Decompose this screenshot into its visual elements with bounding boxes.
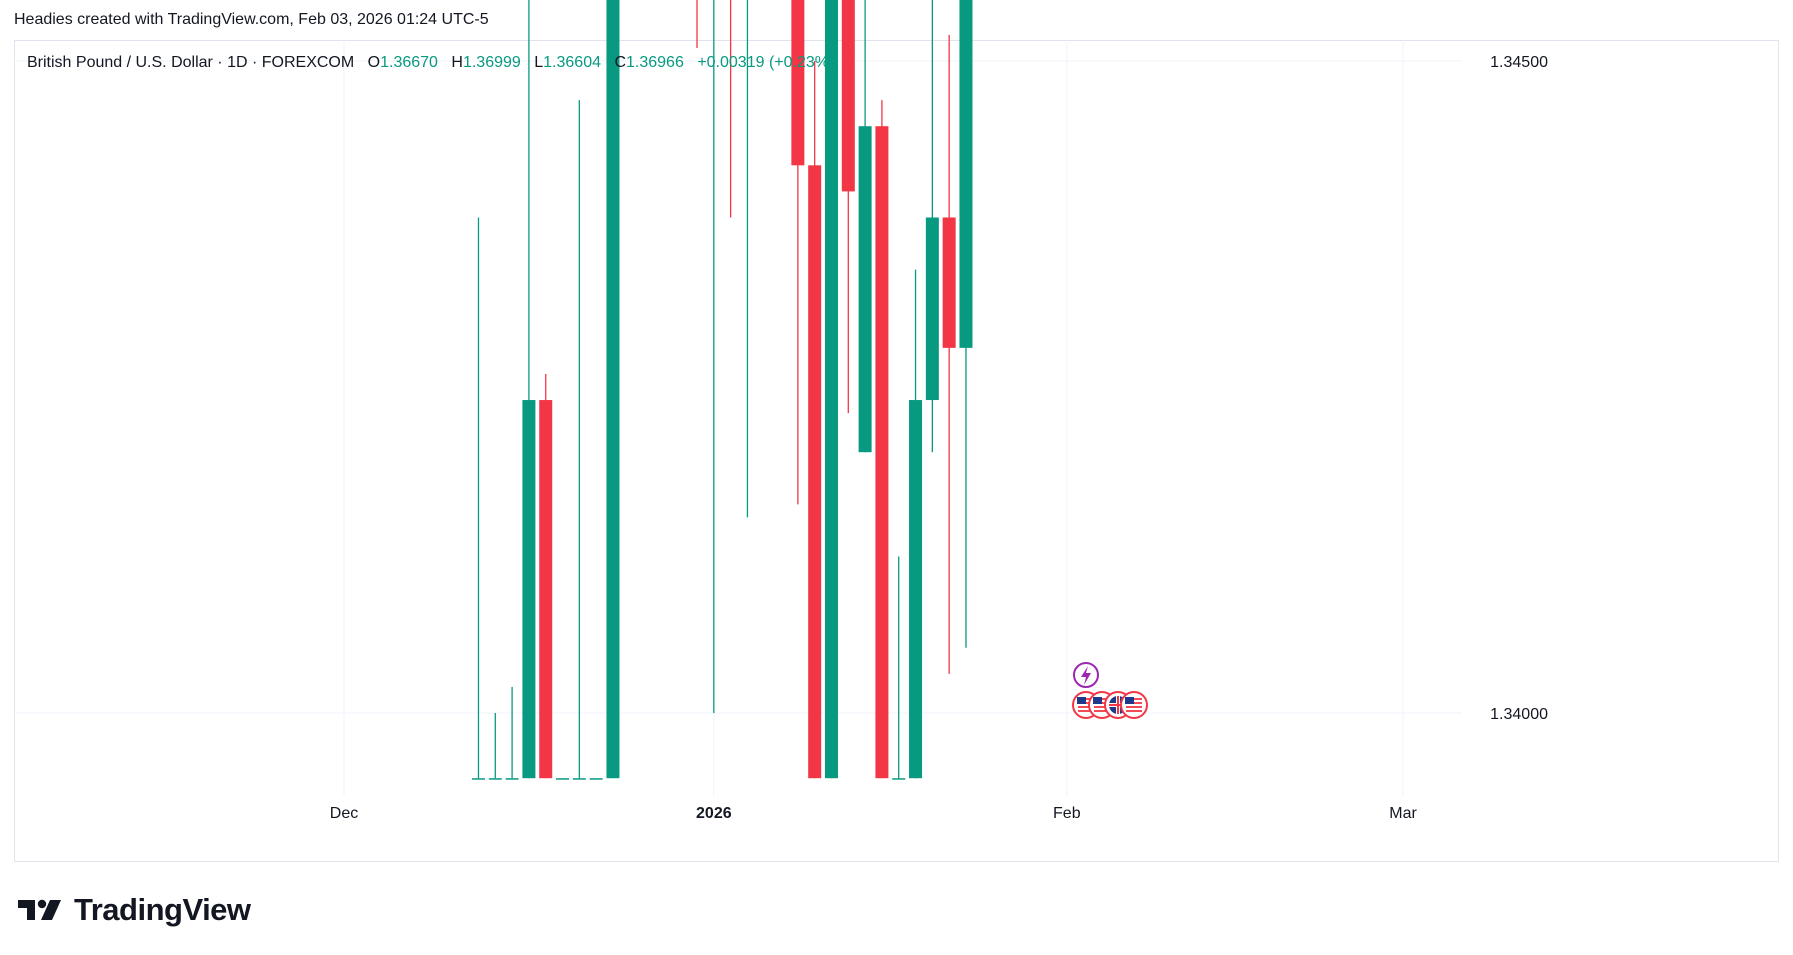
lightning-icon — [1073, 662, 1099, 688]
candle — [875, 100, 889, 779]
candle-body — [589, 778, 603, 780]
candle-body — [942, 217, 956, 348]
high-value: 1.36999 — [462, 54, 521, 71]
candle — [909, 269, 923, 779]
candle-body — [791, 0, 805, 166]
candle-body — [892, 778, 906, 780]
y-tick-label: 1.34000 — [1490, 706, 1548, 723]
flag-canton — [1093, 697, 1102, 704]
candle — [791, 0, 805, 505]
open-key: O — [367, 54, 381, 71]
candle — [746, 0, 749, 518]
candle-body — [471, 778, 485, 780]
candles-layer — [471, 0, 973, 780]
candle-body — [875, 126, 889, 779]
candle — [522, 0, 536, 779]
flag-canton — [1125, 697, 1134, 704]
candle-body — [824, 0, 838, 779]
candle — [572, 100, 586, 780]
candle — [808, 61, 822, 779]
candle-body — [488, 778, 502, 780]
x-tick-label: Dec — [330, 805, 358, 822]
chart-frame[interactable] — [14, 40, 1779, 862]
candle — [488, 713, 502, 780]
attribution-text: Headies created with TradingView.com, Fe… — [14, 11, 489, 28]
x-axis: Dec 2026 Feb Mar — [330, 805, 1418, 822]
candle-body — [522, 400, 536, 779]
candle-body — [539, 400, 553, 779]
lightning-icon-glyph — [1081, 666, 1091, 685]
candle-body — [925, 217, 939, 401]
candle — [841, 0, 855, 414]
symbol-title: British Pound / U.S. Dollar · 1D · FOREX… — [27, 54, 355, 71]
close-value: 1.36966 — [626, 54, 684, 71]
candle — [942, 34, 956, 674]
tradingview-logo-icon — [18, 899, 61, 920]
candle — [959, 0, 973, 648]
candle-body — [959, 0, 973, 348]
candle — [925, 0, 939, 453]
open-value: 1.36670 — [380, 54, 438, 71]
candle — [505, 686, 519, 780]
tradingview-logo-text: TradingView — [74, 892, 251, 927]
candle-body — [572, 778, 586, 780]
x-tick-label: Feb — [1053, 805, 1081, 822]
candle — [858, 0, 872, 453]
candle-body — [556, 778, 570, 780]
candle — [824, 0, 838, 779]
candle — [539, 373, 553, 779]
candle-body — [606, 0, 620, 779]
candle — [729, 0, 732, 218]
candle-body — [841, 0, 855, 192]
low-value: 1.36604 — [543, 54, 601, 71]
candle-body — [808, 165, 822, 779]
candle — [589, 778, 603, 780]
tradingview-logo: TradingView — [18, 892, 251, 928]
candle-body — [858, 126, 872, 453]
candle — [606, 0, 620, 779]
y-axis: 1.400001.395001.390001.385001.380001.375… — [1490, 54, 1548, 723]
symbol-legend: British Pound / U.S. Dollar · 1D · FOREX… — [27, 54, 834, 72]
flag-canton — [1077, 697, 1086, 704]
close-key: C — [614, 54, 627, 71]
grid-lines — [14, 40, 1462, 796]
high-key: H — [451, 54, 463, 71]
candle — [713, 0, 715, 713]
event-icons-layer — [1072, 662, 1148, 719]
change-value: +0.00319 (+0.23%) — [697, 54, 835, 71]
x-tick-label: Mar — [1389, 805, 1417, 822]
candle-body — [909, 400, 923, 779]
low-key: L — [534, 54, 544, 71]
us-flag-icon — [1120, 691, 1148, 719]
candle — [556, 778, 570, 780]
x-tick-label: 2026 — [696, 805, 732, 822]
candle — [696, 0, 698, 48]
candle — [471, 217, 485, 780]
y-tick-label: 1.34500 — [1490, 54, 1548, 71]
candle-body — [505, 778, 519, 780]
candle — [892, 556, 906, 780]
